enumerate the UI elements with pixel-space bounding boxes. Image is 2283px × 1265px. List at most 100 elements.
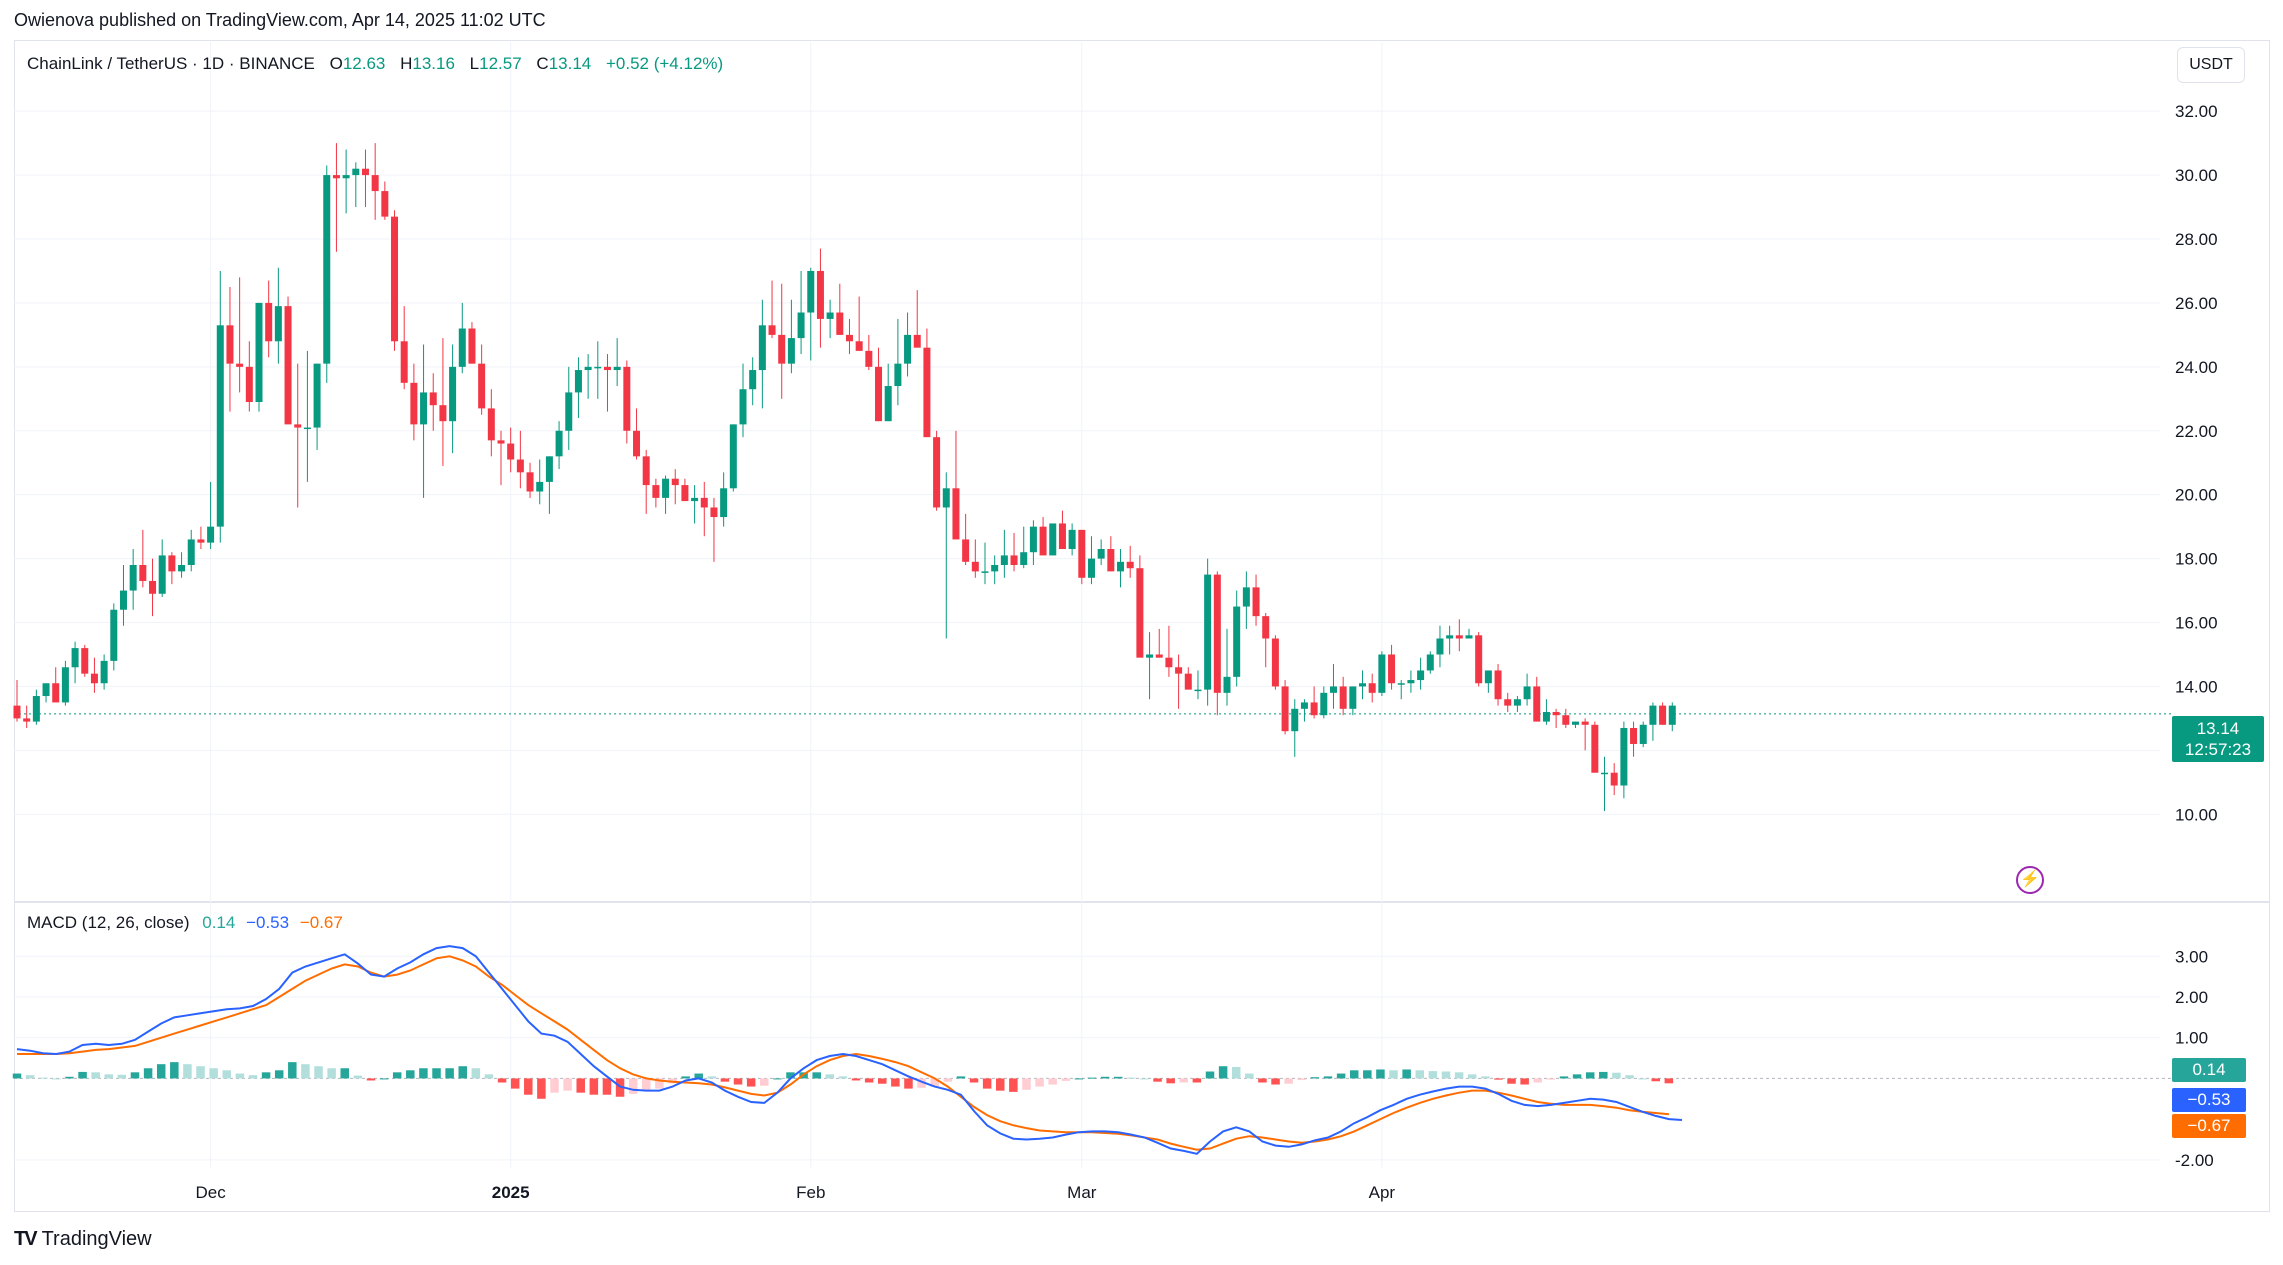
macd-histogram-bar — [589, 1078, 599, 1095]
candle — [691, 485, 699, 524]
candle-body — [1426, 654, 1434, 671]
candle-body — [904, 334, 912, 364]
candle — [913, 290, 921, 348]
candle — [1320, 686, 1328, 719]
macd-histogram-bar — [143, 1068, 153, 1079]
candle — [681, 478, 689, 502]
candle-body — [855, 341, 863, 351]
macd-histogram-bar — [510, 1078, 520, 1089]
candle — [603, 354, 611, 412]
macd-histogram-bar — [1428, 1071, 1438, 1079]
candle — [623, 360, 631, 444]
candle-body — [652, 485, 660, 498]
candle — [807, 267, 815, 361]
candle — [497, 430, 505, 486]
candle-body — [1136, 568, 1144, 658]
candle-body — [1417, 670, 1425, 681]
macd-histogram-bar — [576, 1078, 585, 1093]
candle — [1397, 680, 1405, 700]
candle-body — [1058, 523, 1066, 550]
candle-body — [42, 683, 50, 697]
macd-histogram-bar — [746, 1078, 756, 1087]
currency-button[interactable]: USDT — [2177, 47, 2245, 83]
macd-histogram-bar — [1205, 1071, 1215, 1079]
candle-body — [507, 443, 515, 460]
macd-histogram-bar — [327, 1068, 336, 1079]
candle-body — [1223, 676, 1231, 693]
macd-histogram-bar — [1533, 1078, 1543, 1083]
candle-body — [1242, 587, 1250, 607]
candle-body — [1291, 708, 1299, 732]
candle-body — [478, 363, 486, 409]
candle — [197, 526, 205, 550]
candle-body — [449, 366, 457, 422]
candle-body — [265, 302, 273, 342]
macd-tick-label: 2.00 — [2175, 988, 2208, 1007]
candle — [865, 334, 873, 371]
flash-icon[interactable]: ⚡ — [2016, 866, 2044, 894]
candle-body — [439, 405, 447, 422]
candle — [1426, 651, 1434, 674]
macd-histogram-bar — [274, 1070, 284, 1079]
candle — [1310, 686, 1318, 719]
candle-body — [865, 350, 873, 367]
candle — [1339, 676, 1347, 716]
candle-body — [516, 459, 524, 473]
macd-histogram-bar — [681, 1076, 690, 1079]
candle-body — [1107, 549, 1115, 572]
macd-histogram-bar — [340, 1068, 349, 1079]
candle — [1117, 549, 1125, 588]
candle-body — [875, 366, 883, 422]
candle — [420, 344, 428, 498]
candle-body — [487, 408, 495, 441]
candle — [1552, 708, 1560, 728]
candle — [439, 338, 447, 466]
macd-histogram-bar — [78, 1071, 87, 1079]
macd-histogram-bar — [1664, 1078, 1674, 1084]
candle — [1058, 510, 1066, 550]
candle — [1020, 526, 1028, 569]
candle-body — [420, 392, 428, 425]
tradingview-brand[interactable]: TV TradingView — [14, 1228, 152, 1251]
macd-legend[interactable]: MACD (12, 26, close) 0.14 −0.53 −0.67 — [27, 913, 343, 933]
candle — [216, 270, 224, 543]
macd-histogram-bar — [209, 1068, 218, 1079]
candle — [226, 286, 234, 412]
candle — [720, 472, 728, 527]
candle-body — [1513, 699, 1521, 706]
candle-body — [1117, 561, 1125, 572]
candle — [923, 328, 931, 438]
candle-body — [303, 427, 311, 430]
candle — [700, 481, 708, 537]
candle — [1484, 670, 1492, 693]
candle-body — [574, 370, 582, 393]
candle-body — [1591, 724, 1599, 773]
time-tick-label: Feb — [796, 1183, 825, 1202]
macd-histogram-bar — [314, 1066, 323, 1079]
candle-body — [61, 667, 69, 703]
candle-body — [1049, 523, 1057, 556]
price-tick-label: 20.00 — [2175, 486, 2218, 505]
macd-histogram-bar — [1166, 1078, 1175, 1084]
symbol-title[interactable]: ChainLink / TetherUS · 1D · BINANCE — [27, 54, 315, 73]
candle — [1542, 699, 1550, 725]
macd-histogram-bar — [497, 1078, 507, 1083]
candle-body — [778, 334, 786, 364]
candle-body — [1562, 715, 1570, 725]
candle — [1184, 667, 1192, 690]
macd-histogram-bar — [1061, 1078, 1071, 1081]
candle-body — [1271, 638, 1279, 687]
macd-histogram-bar — [1467, 1074, 1477, 1079]
candle — [1388, 644, 1396, 690]
candle-body — [197, 539, 205, 543]
macd-histogram-bar — [563, 1078, 572, 1091]
candle — [410, 363, 418, 441]
candle — [1223, 628, 1231, 706]
candle — [1620, 721, 1628, 799]
candle-body — [110, 609, 118, 661]
macd-histogram-bar — [1323, 1076, 1333, 1079]
candle — [1126, 545, 1134, 578]
candle-body — [129, 564, 137, 591]
macd-histogram-bar — [379, 1078, 389, 1080]
